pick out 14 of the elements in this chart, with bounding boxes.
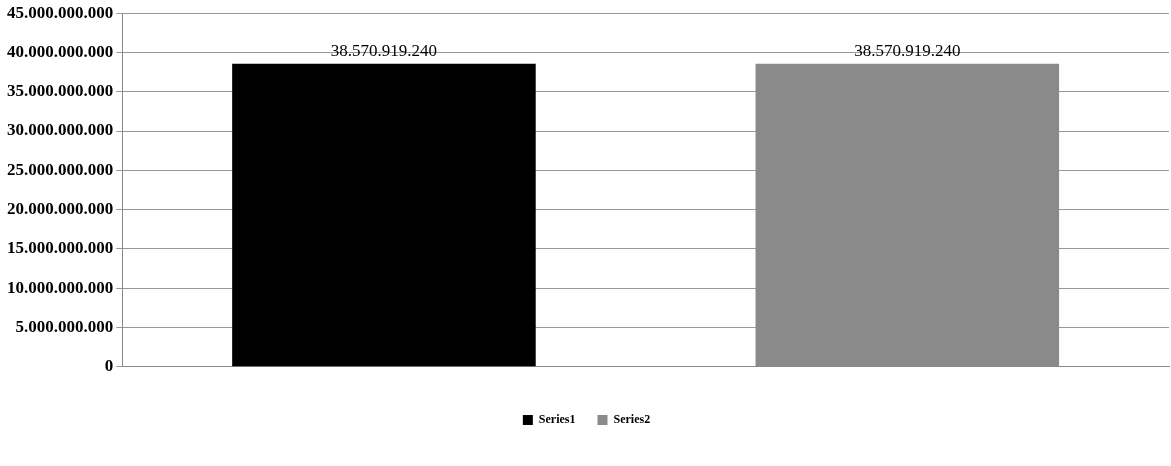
y-tick-label: 15.000.000.000 (7, 238, 114, 258)
y-tick-label: 0 (104, 356, 114, 376)
y-tick-label: 5.000.000.000 (15, 316, 114, 336)
legend-label: Series1 (538, 412, 576, 427)
y-tick-label: 30.000.000.000 (7, 120, 114, 140)
y-tick-label: 20.000.000.000 (7, 199, 114, 219)
y-tick-label: 10.000.000.000 (7, 277, 114, 297)
y-tick-label: 40.000.000.000 (7, 41, 114, 61)
y-tick-label: 35.000.000.000 (7, 81, 114, 101)
legend-label: Series2 (613, 412, 651, 427)
y-tick-label: 45.000.000.000 (7, 2, 114, 22)
data-label: 38.570.919.240 (854, 40, 961, 60)
y-tick-label: 25.000.000.000 (7, 159, 114, 179)
data-label: 38.570.919.240 (330, 40, 438, 60)
